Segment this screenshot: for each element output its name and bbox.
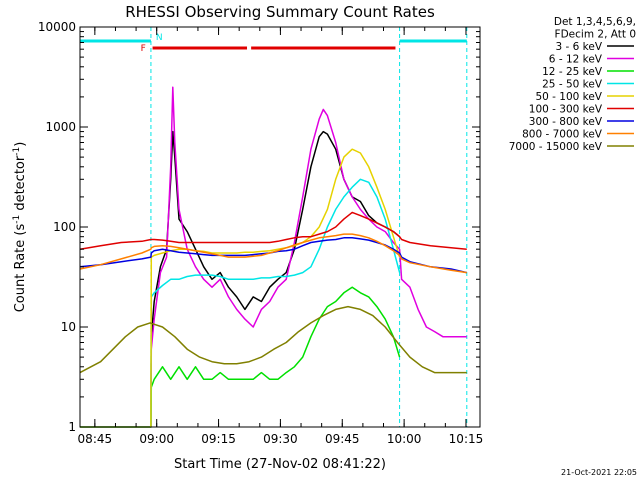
legend-entry-label: 6 - 12 keV <box>549 54 603 66</box>
x-tick-label: 09:45 <box>325 432 360 446</box>
gap-lines <box>79 27 468 427</box>
chart-title: RHESSI Observing Summary Count Rates <box>125 3 435 21</box>
series-line <box>80 86 467 428</box>
x-tick-label: 09:15 <box>201 432 236 446</box>
y-axis-label: Count Rate (s-1 detector-1) <box>12 142 28 313</box>
legend-title: Det 1,3,4,5,6,9, <box>554 16 636 28</box>
x-axis-label: Start Time (27-Nov-02 08:41:22) <box>174 457 386 472</box>
svg-text:Count Rate (s-1 detector-1): Count Rate (s-1 detector-1) <box>12 142 28 313</box>
x-tick-label: 09:00 <box>139 432 174 446</box>
x-tick-label: 10:15 <box>449 432 484 446</box>
axes: 1 10 100 1000 10000 08:45 09:00 09:15 09:30 09:45… <box>38 20 483 446</box>
y-label-sup2: -1 <box>12 147 22 156</box>
y-tick-label: 10 <box>61 320 76 334</box>
series-line <box>80 178 401 428</box>
y-label-main: Count Rate (s <box>13 224 28 313</box>
series-line <box>79 237 467 274</box>
series-line <box>79 305 467 374</box>
legend-entry-label: 800 - 7000 keV <box>522 129 603 141</box>
legend-entry-label: 300 - 800 keV <box>529 116 603 128</box>
series-line <box>80 286 401 428</box>
y-tick-label: 1 <box>68 420 76 434</box>
legend-entry-label: 12 - 25 keV <box>542 66 603 78</box>
series-line <box>79 233 467 274</box>
y-tick-label: 1000 <box>45 120 76 134</box>
y-tick-label: 100 <box>53 220 76 234</box>
legend-entry-label: 3 - 6 keV <box>555 41 602 53</box>
legend-entry-label: 25 - 50 keV <box>542 79 603 91</box>
series-line <box>79 211 467 250</box>
legend-title: FDecim 2, Att 0 <box>555 29 636 41</box>
series-line <box>80 148 401 428</box>
x-tick-label: 09:30 <box>263 432 298 446</box>
y-label-mid: detector <box>13 155 28 215</box>
timestamp: 21-Oct-2021 22:05 <box>561 468 637 477</box>
x-tick-label: 10:00 <box>387 432 422 446</box>
night-flag-label: N <box>156 33 163 43</box>
x-tick-label: 08:45 <box>78 432 113 446</box>
y-label-end: ) <box>13 142 28 147</box>
plot-frame <box>79 26 481 428</box>
legend-entry-label: 50 - 100 keV <box>535 91 602 103</box>
series-lines <box>79 86 467 428</box>
legend-entry-label: 7000 - 15000 keV <box>509 141 603 153</box>
flare-flag-label: F <box>141 44 146 54</box>
y-label-sup1: -1 <box>12 215 22 224</box>
flag-bars: NF <box>80 33 467 54</box>
legend-entry-label: 100 - 300 keV <box>529 104 603 116</box>
y-tick-label: 10000 <box>38 20 76 34</box>
legend: Det 1,3,4,5,6,9,FDecim 2, Att 03 - 6 keV… <box>509 16 636 153</box>
